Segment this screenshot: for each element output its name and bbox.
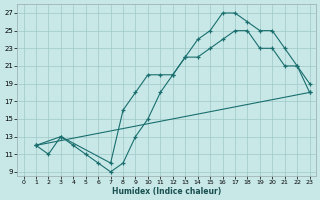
X-axis label: Humidex (Indice chaleur): Humidex (Indice chaleur): [112, 187, 221, 196]
